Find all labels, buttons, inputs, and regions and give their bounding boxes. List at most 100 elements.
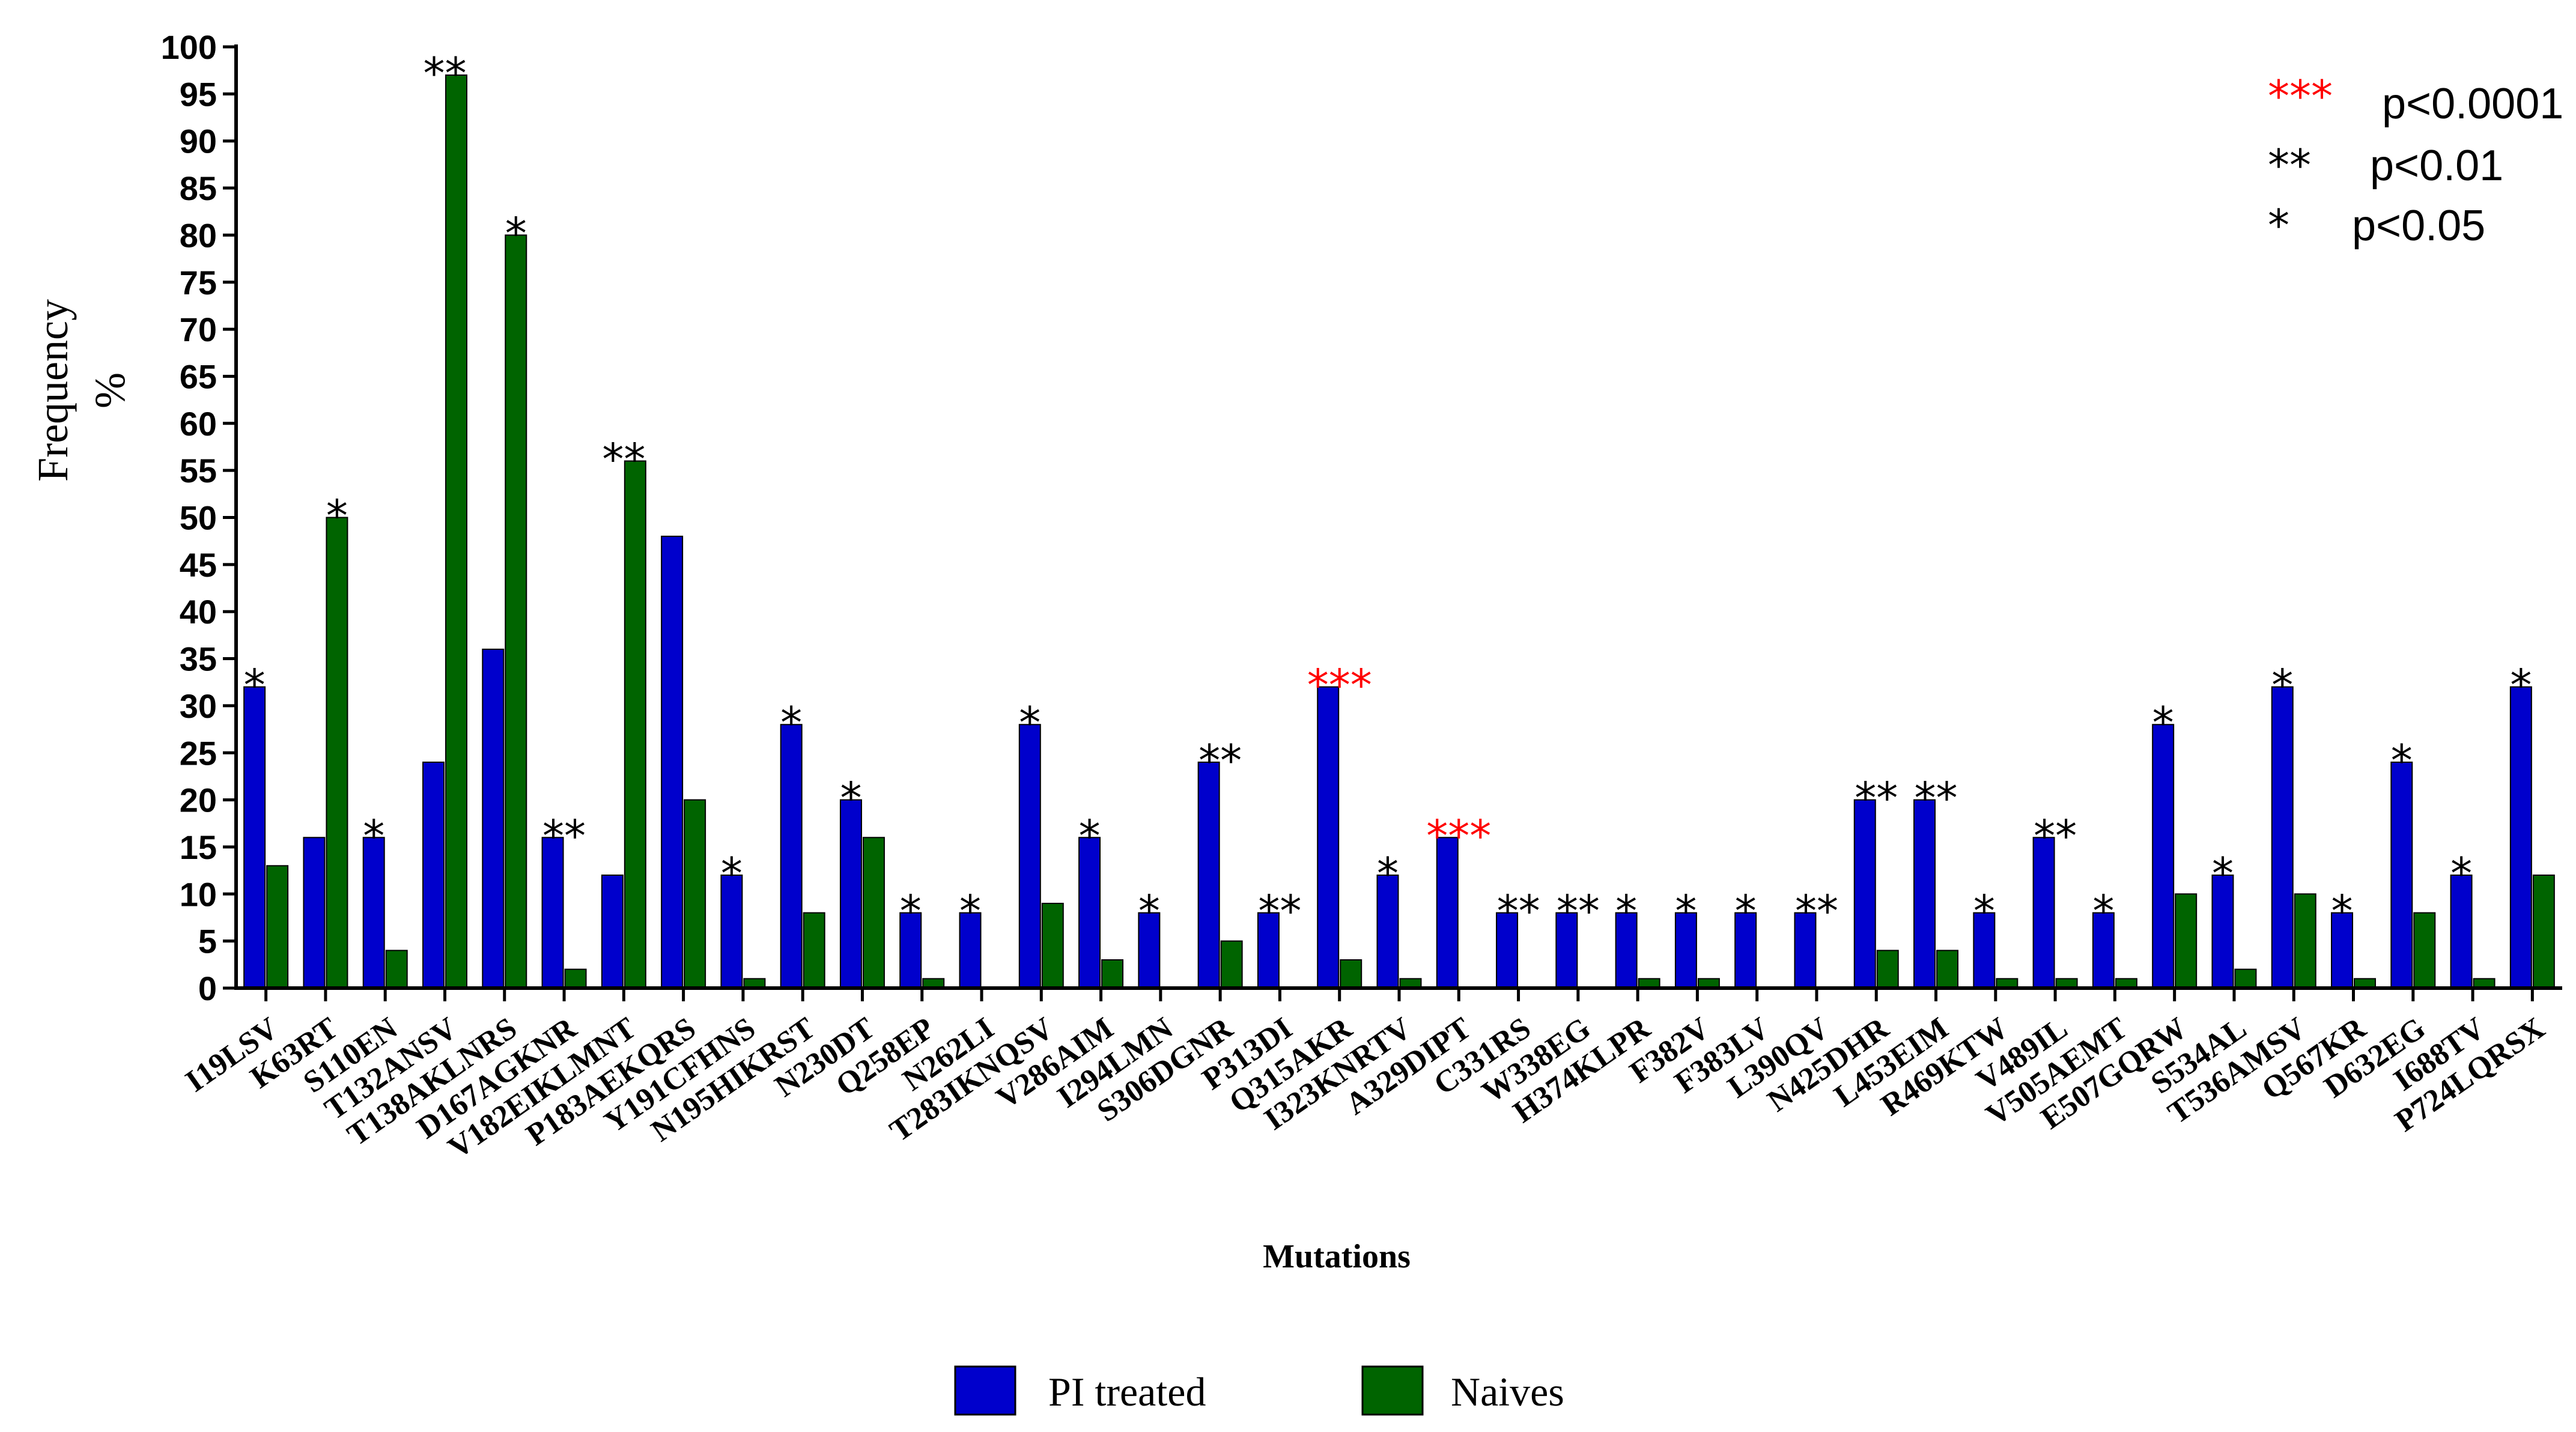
bar-naives	[1041, 902, 1064, 989]
significance-legend-label: p<0.01	[2370, 142, 2503, 190]
bar-naives	[505, 234, 527, 989]
bar-pi-treated	[1913, 799, 1936, 989]
significance-star: **	[423, 48, 466, 99]
y-tick-label: 75	[180, 264, 217, 302]
category-labels: I19LSVK63RTS110ENT132ANSVT138AKLNRSD167A…	[180, 1010, 2551, 1165]
bar-naives	[862, 837, 885, 989]
significance-star: **	[1497, 886, 1540, 936]
significance-legend: *** p<0.0001 ** p<0.01 * p<0.05	[2268, 71, 2563, 250]
bar-pi-treated	[1257, 912, 1280, 989]
significance-star: *	[1735, 886, 1757, 936]
y-axis-ticks: 0 5 10 15 20 25 30 35 40 45 50 55 60 65 70 75 80 85 90 95 10…	[161, 28, 236, 1007]
bar-pi-treated	[1018, 724, 1041, 989]
y-axis-label-line: Frequency	[29, 299, 77, 482]
bar-naives	[1936, 950, 1959, 989]
significance-star: *	[840, 773, 861, 824]
bar-pi-treated	[1436, 837, 1459, 989]
significance-star: *	[780, 697, 802, 748]
legend-swatch-naives	[1361, 1365, 1424, 1416]
significance-star: *	[505, 208, 527, 258]
significance-stars: ************** ***************** ** * * * ****…	[244, 48, 2532, 936]
x-axis-ticks	[264, 988, 2534, 1001]
significance-star: *	[1675, 886, 1697, 936]
bar-pi-treated	[720, 874, 743, 989]
bar-pi-treated	[661, 535, 684, 989]
bar-pi-treated	[482, 648, 505, 989]
legend-label-pi-treated: PI treated	[1048, 1369, 1206, 1415]
bar-pi-treated	[2092, 912, 2115, 989]
bar-pi-treated	[2032, 837, 2055, 989]
bar-pi-treated	[2390, 761, 2413, 989]
y-tick-label: 25	[180, 734, 217, 772]
y-tick-label: 80	[180, 216, 217, 254]
bar-naives	[2413, 912, 2436, 989]
significance-star: **	[1198, 735, 1242, 786]
y-axis-label: Frequency%	[29, 299, 134, 482]
bar-pi-treated	[2331, 912, 2354, 989]
bar-naives	[2234, 968, 2257, 989]
bar-pi-treated	[1197, 761, 1220, 989]
bar-pi-treated	[2152, 724, 2175, 989]
bar-pi-treated	[303, 837, 326, 989]
bars	[243, 74, 2555, 989]
bar-pi-treated	[839, 799, 862, 989]
significance-star: *	[1377, 848, 1399, 899]
bar-naives	[1876, 950, 1899, 989]
y-tick-label: 70	[180, 311, 217, 348]
y-tick-label: 90	[180, 123, 217, 160]
y-tick-label: 5	[198, 923, 217, 960]
y-tick-label: 45	[180, 546, 217, 584]
legend-swatch-pi-treated	[954, 1365, 1016, 1416]
significance-star: *	[2450, 848, 2472, 899]
bar-naives	[2175, 893, 2198, 989]
significance-star: **	[1557, 886, 1600, 936]
bar-pi-treated	[1138, 912, 1161, 989]
bar-naives	[564, 968, 587, 989]
bar-naives	[684, 799, 706, 989]
y-axis-label-line: %	[86, 372, 134, 408]
series-legend: PI treated Naives	[954, 1365, 1564, 1416]
y-tick-label: 65	[180, 357, 217, 395]
bar-pi-treated	[243, 686, 266, 989]
bar-pi-treated	[1317, 686, 1340, 989]
significance-star: *	[959, 886, 981, 936]
bar-pi-treated	[1496, 912, 1519, 989]
bar-pi-treated	[2509, 686, 2532, 989]
significance-star: *	[326, 491, 348, 541]
bar-pi-treated	[959, 912, 982, 989]
bar-pi-treated	[1615, 912, 1638, 989]
significance-legend-stars: ***	[2268, 71, 2333, 121]
significance-star: ***	[1307, 660, 1372, 711]
significance-star: *	[1019, 697, 1040, 748]
significance-star: *	[2510, 660, 2532, 711]
significance-star: *	[2391, 735, 2413, 786]
significance-star: *	[244, 660, 266, 711]
bar-pi-treated	[1078, 837, 1101, 989]
y-tick-label: 35	[180, 640, 217, 678]
significance-star: **	[602, 434, 645, 484]
legend-label-naives: Naives	[1451, 1369, 1564, 1415]
significance-star: *	[2212, 848, 2234, 899]
significance-star: *	[1079, 810, 1101, 861]
significance-star: **	[542, 810, 586, 861]
y-tick-label: 100	[161, 28, 217, 66]
bar-pi-treated	[1376, 874, 1399, 989]
bar-naives	[326, 517, 348, 989]
y-tick-label: 40	[180, 593, 217, 631]
significance-star: *	[2331, 886, 2353, 936]
bar-pi-treated	[422, 761, 445, 989]
significance-star: **	[1855, 773, 1898, 824]
bar-pi-treated	[2271, 686, 2294, 989]
significance-star: *	[2092, 886, 2114, 936]
bar-naives	[2532, 874, 2555, 989]
significance-star: **	[2034, 810, 2077, 861]
significance-star: **	[1258, 886, 1301, 936]
bar-naives	[803, 912, 825, 989]
significance-star: *	[1615, 886, 1637, 936]
bar-naives	[2294, 893, 2316, 989]
y-tick-label: 10	[180, 875, 217, 913]
y-tick-label: 85	[180, 169, 217, 207]
significance-legend-label: p<0.0001	[2382, 80, 2563, 128]
y-tick-label: 60	[180, 405, 217, 443]
y-tick-label: 95	[180, 75, 217, 113]
